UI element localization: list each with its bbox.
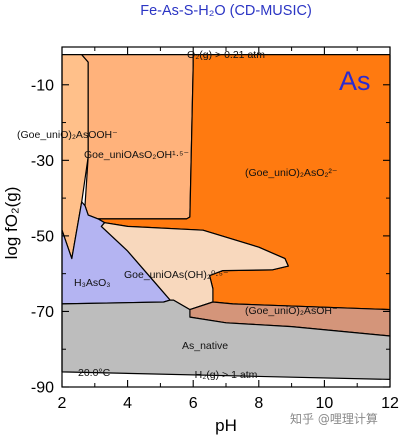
x-tick-label: 4 [123, 395, 132, 412]
field-region-6 [61, 299, 391, 380]
x-tick-label: 12 [381, 395, 399, 412]
lower-limit-label: H₂(g) > 1 atm [195, 369, 258, 381]
watermark: 知乎 @哩理计算 [290, 411, 378, 426]
temperature-label: 20.0°C [78, 367, 111, 379]
stability-fields [61, 47, 391, 387]
x-axis: 2 4 6 8 10 12 [58, 47, 399, 412]
field-label-4: Goe_uniOAs(OH)₂⁰·⁵⁻ [124, 269, 229, 281]
field-region-4 [100, 222, 289, 311]
y-tick-label: -90 [31, 380, 54, 397]
y-tick-label: -30 [31, 153, 54, 170]
x-tick-label: 8 [254, 395, 263, 412]
chart-title: Fe-As-S-H₂O (CD-MUSIC) [140, 3, 312, 19]
plot-area: (Goe_uniO)₂AsOOH⁻ Goe_uniOAsO₂OH¹·⁵⁻ (Goe_… [17, 46, 399, 412]
field-label-1: Goe_uniOAsO₂OH¹·⁵⁻ [84, 149, 189, 161]
y-tick-label: -10 [31, 77, 54, 94]
field-labels: (Goe_uniO)₂AsOOH⁻ Goe_uniOAsO₂OH¹·⁵⁻ (Goe_… [17, 129, 338, 352]
x-tick-label: 6 [189, 395, 198, 412]
field-label-6: As_native [182, 340, 228, 352]
field-label-2: (Goe_uniO)₂AsO₂²⁻ [245, 167, 338, 179]
element-label: As [339, 66, 371, 96]
field-label-0: (Goe_uniO)₂AsOOH⁻ [17, 129, 118, 141]
field-label-5: (Goe_uniO)₂AsOH⁻ [245, 305, 338, 317]
upper-limit-label: O₂(g) > 0.21 atm [187, 49, 265, 61]
x-axis-label: pH [215, 416, 237, 435]
y-axis: -10 -30 -50 -70 -90 [31, 77, 390, 397]
field-label-3: H₃AsO₃ [74, 277, 111, 289]
y-tick-label: -50 [31, 228, 54, 245]
x-tick-label: 10 [316, 395, 334, 412]
y-tick-label: -70 [31, 304, 54, 321]
x-tick-label: 2 [58, 395, 67, 412]
y-axis-label: log fO₂(g) [2, 187, 21, 260]
